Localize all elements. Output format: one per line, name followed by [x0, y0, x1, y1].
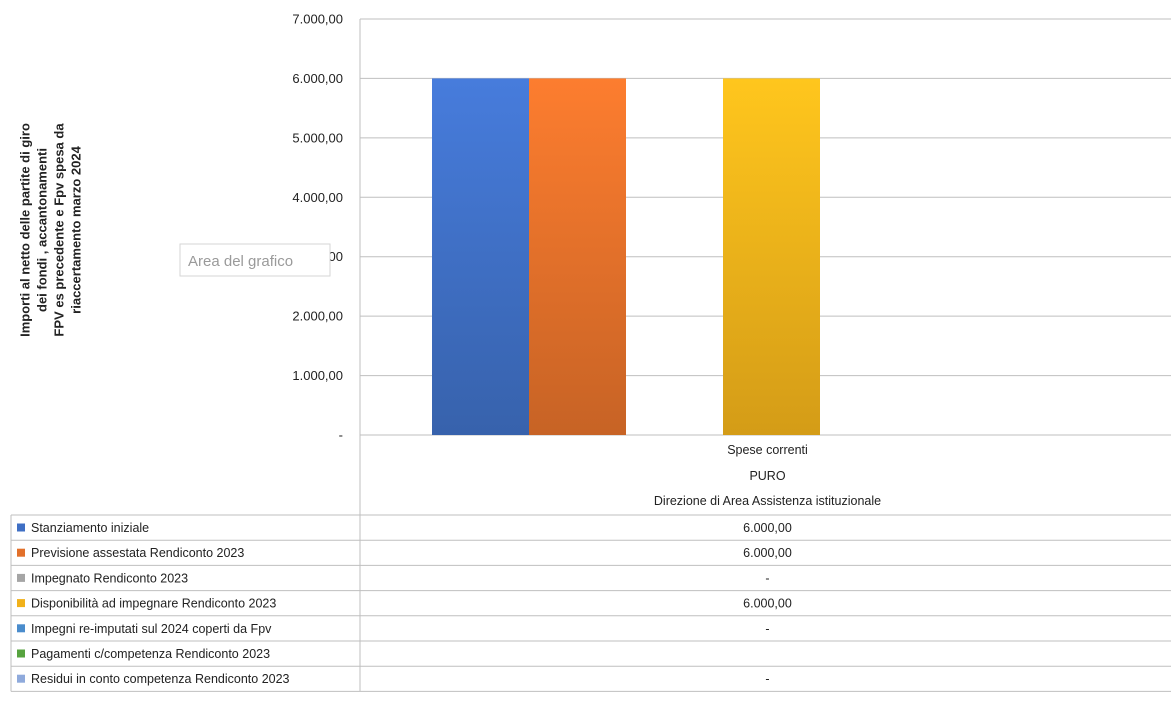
- table-value: -: [765, 672, 769, 686]
- legend-swatch: [17, 624, 25, 633]
- legend-label: Disponibilità ad impegnare Rendiconto 20…: [31, 597, 276, 611]
- y-tick-label: 4.000,00: [292, 190, 343, 205]
- tooltip-label: Area del grafico: [188, 253, 293, 270]
- table-value: -: [765, 571, 769, 585]
- legend-swatch: [17, 573, 25, 582]
- data-table: Stanziamento iniziale 6.000,00Previsione …: [10, 514, 1171, 692]
- table-row: Impegnato Rendiconto 2023 -: [17, 571, 770, 585]
- category-label: Direzione di Area Assistenza istituziona…: [654, 494, 881, 508]
- y-axis-title-line: dei fondi , accantonamenti: [35, 148, 50, 312]
- legend-swatch: [17, 599, 25, 608]
- y-axis-title-line: FPV es precedente e Fpv spesa da: [52, 123, 67, 337]
- legend-label: Residui in conto competenza Rendiconto 2…: [31, 672, 290, 686]
- y-tick-label: 2.000,00: [292, 309, 343, 324]
- category-label: PURO: [749, 469, 785, 483]
- legend-swatch: [17, 649, 25, 658]
- y-axis: -1.000,002.000,003.000,004.000,005.000,0…: [292, 12, 343, 443]
- legend-label: Impegnato Rendiconto 2023: [31, 571, 188, 585]
- table-row: Impegni re-imputati sul 2024 coperti da …: [17, 622, 770, 636]
- category-label: Spese correnti: [727, 443, 808, 457]
- bar-2: [529, 78, 626, 435]
- legend-label: Previsione assestata Rendiconto 2023: [31, 546, 244, 560]
- y-tick-label: 7.000,00: [292, 12, 343, 27]
- table-row: Previsione assestata Rendiconto 2023 6.00…: [17, 546, 792, 560]
- bars: [432, 78, 820, 435]
- bar-1: [432, 78, 529, 435]
- legend-swatch: [17, 548, 25, 557]
- table-row: Disponibilità ad impegnare Rendiconto 20…: [17, 597, 792, 611]
- legend-swatch: [17, 523, 25, 532]
- y-axis-title-line: Importi al netto delle partite di giro: [18, 123, 33, 337]
- y-tick-label: 6.000,00: [292, 71, 343, 86]
- y-axis-title: Importi al netto delle partite di giro de…: [18, 123, 84, 337]
- table-value: 6.000,00: [743, 521, 792, 535]
- y-axis-title-line: riaccertamento marzo 2024: [69, 145, 84, 313]
- table-row: Stanziamento iniziale 6.000,00: [17, 521, 792, 535]
- legend-label: Stanziamento iniziale: [31, 521, 149, 535]
- y-tick-label: -: [339, 428, 343, 443]
- bar-4: [723, 78, 820, 435]
- y-tick-label: 5.000,00: [292, 130, 343, 145]
- table-value: 6.000,00: [743, 597, 792, 611]
- table-row: Residui in conto competenza Rendiconto 2…: [17, 672, 770, 686]
- legend-swatch: [17, 674, 25, 683]
- table-row: Pagamenti c/competenza Rendiconto 2023: [17, 647, 270, 661]
- legend-label: Impegni re-imputati sul 2024 coperti da …: [31, 622, 272, 636]
- chart-area-tooltip: Area del grafico: [179, 243, 331, 277]
- legend-label: Pagamenti c/competenza Rendiconto 2023: [31, 647, 270, 661]
- table-value: -: [765, 622, 769, 636]
- category-labels: Spese correnti PURO Direzione di Area Assi…: [359, 19, 881, 515]
- y-tick-label: 1.000,00: [292, 368, 343, 383]
- table-value: 6.000,00: [743, 546, 792, 560]
